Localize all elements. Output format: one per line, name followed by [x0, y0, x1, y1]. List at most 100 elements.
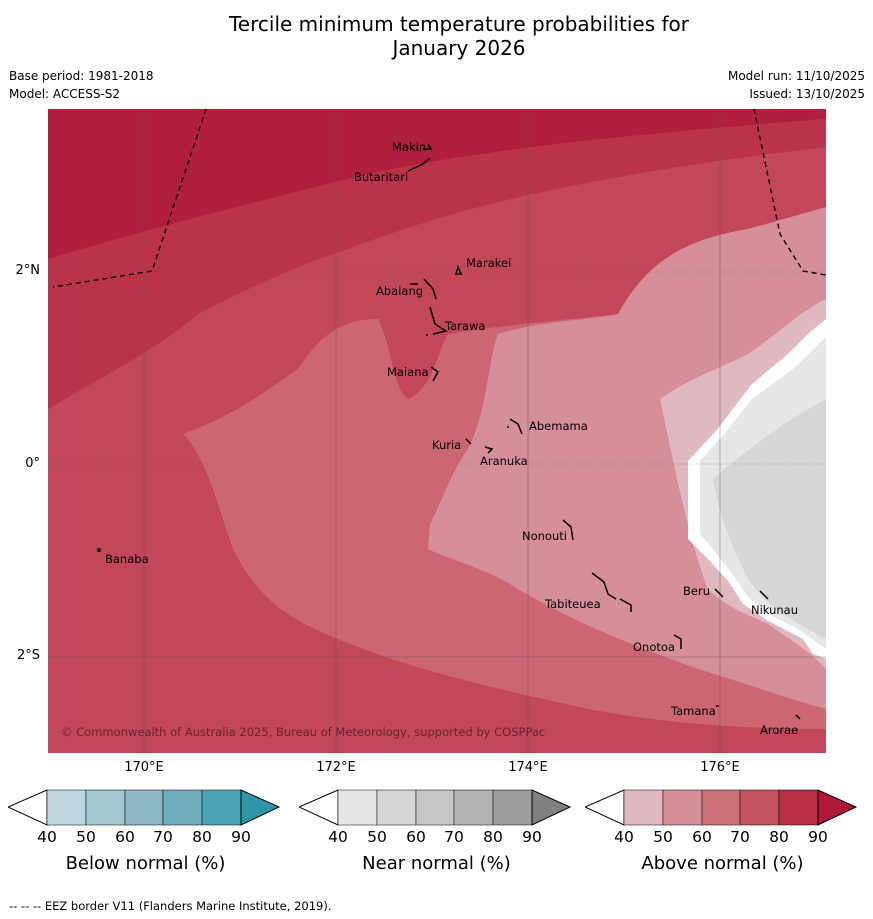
title-line-1: Tercile minimum temperature probabilitie…	[228, 12, 690, 36]
colorbar-below	[6, 786, 283, 846]
base-period: Base period: 1981-2018	[9, 69, 154, 83]
above-swatch-50-60	[662, 789, 703, 826]
above-swatch-60-70	[701, 789, 741, 826]
island-tamana-arorae	[716, 705, 801, 720]
label-tarawa: Tarawa	[444, 319, 485, 333]
title-line-2: January 2026	[392, 36, 526, 60]
above-tick-90: 90	[808, 828, 828, 846]
below-swatch-40-50	[46, 789, 87, 826]
label-beru: Beru	[683, 584, 710, 598]
band-near-50	[713, 399, 826, 639]
near-swatch-90	[531, 789, 572, 826]
x-label-176e: 176°E	[700, 760, 740, 775]
above-swatch-80-90	[778, 789, 819, 826]
label-nikunau: Nikunau	[751, 603, 798, 617]
y-label-0: 0°	[25, 456, 40, 471]
below-tick-40: 40	[37, 828, 57, 846]
below-swatch-50-60	[85, 789, 126, 826]
near-swatch-40-50	[337, 789, 378, 826]
label-tamana: Tamana	[670, 704, 716, 718]
below-normal-label: Below normal (%)	[65, 853, 226, 874]
colorbar-near	[297, 786, 574, 846]
y-label-2n: 2°N	[15, 263, 41, 278]
near-swatch-60-70	[415, 789, 455, 826]
label-abaiang: Abaiang	[376, 284, 423, 298]
meta-right: Model run: 11/10/2025 Issued: 13/10/2025	[728, 67, 865, 103]
model-run: Model run: 11/10/2025	[727, 69, 865, 83]
above-tick-80: 80	[769, 828, 789, 846]
y-label-2s: 2°S	[16, 648, 40, 663]
island-marakei	[455, 264, 463, 275]
x-label-174e: 174°E	[508, 760, 548, 775]
meta-left: Base period: 1981-2018 Model: ACCESS-S2	[9, 67, 154, 103]
below-tick-60: 60	[115, 828, 135, 846]
below-tick-90: 90	[231, 828, 251, 846]
above-normal-label: Above normal (%)	[641, 853, 804, 874]
label-arorae: Arorae	[760, 723, 798, 737]
colorbar-below-svg	[6, 789, 281, 826]
above-tick-50: 50	[653, 828, 673, 846]
label-banaba: Banaba	[105, 552, 149, 566]
near-tick-60: 60	[406, 828, 426, 846]
island-maiana	[430, 366, 439, 382]
near-swatch-50-60	[376, 789, 417, 826]
near-swatch-70-80	[453, 789, 494, 826]
label-makin: Makin	[392, 140, 426, 154]
label-aranuka: Aranuka	[480, 454, 528, 468]
near-tick-90: 90	[522, 828, 542, 846]
label-marakei: Marakei	[466, 256, 511, 270]
island-nonouti	[562, 519, 574, 541]
below-tick-50: 50	[76, 828, 96, 846]
colorbar-above	[583, 786, 860, 846]
issued-date: Issued: 13/10/2025	[749, 87, 865, 101]
above-tick-70: 70	[730, 828, 750, 846]
island-beru-nikunau	[714, 588, 769, 600]
x-label-170e: 170°E	[124, 760, 164, 775]
eez-footnote: -- -- -- EEZ border V11 (Flanders Marine…	[9, 899, 332, 913]
below-swatch-80-90	[201, 789, 242, 826]
label-kuria: Kuria	[432, 438, 461, 452]
islands	[97, 143, 801, 720]
near-tick-50: 50	[367, 828, 387, 846]
above-swatch-90	[817, 789, 858, 826]
below-swatch-60-70	[124, 789, 164, 826]
near-tick-70: 70	[444, 828, 464, 846]
island-abaiang	[410, 278, 437, 300]
chart-title: Tercile minimum temperature probabilitie…	[0, 12, 873, 60]
above-swatch-40-50	[623, 789, 664, 826]
label-abemama: Abemama	[529, 419, 588, 433]
label-nonouti: Nonouti	[522, 529, 567, 543]
below-swatch-70-80	[162, 789, 203, 826]
island-makin-butaritari	[407, 143, 433, 172]
label-tabiteuea: Tabiteuea	[544, 597, 601, 611]
below-tick-70: 70	[153, 828, 173, 846]
model-name: Model: ACCESS-S2	[9, 87, 121, 101]
island-tabiteuea	[591, 572, 632, 612]
grid-lines	[48, 109, 826, 753]
eez-border	[52, 109, 826, 288]
x-label-172e: 172°E	[316, 760, 356, 775]
below-swatch-90	[240, 789, 281, 826]
label-butaritari: Butaritari	[354, 170, 408, 184]
above-tick-60: 60	[692, 828, 712, 846]
band-above-90	[48, 109, 826, 259]
label-onotoa: Onotoa	[633, 640, 675, 654]
near-tick-80: 80	[483, 828, 503, 846]
map-svg: Makin Butaritari Marakei Abaiang Tarawa …	[48, 109, 826, 753]
near-normal-label: Near normal (%)	[362, 853, 511, 874]
colorbar-near-svg	[297, 789, 572, 826]
island-onotoa	[673, 634, 682, 649]
map-panel[interactable]: Makin Butaritari Marakei Abaiang Tarawa …	[48, 109, 826, 753]
colorbar-above-svg	[583, 789, 858, 826]
island-banaba	[97, 548, 101, 552]
above-tick-40: 40	[614, 828, 634, 846]
island-kuria-aranuka	[465, 438, 494, 454]
near-swatch-80-90	[492, 789, 533, 826]
island-tarawa	[426, 306, 448, 336]
below-tick-80: 80	[192, 828, 212, 846]
place-labels: Makin Butaritari Marakei Abaiang Tarawa …	[105, 140, 798, 737]
copyright-text: © Commonwealth of Australia 2025, Bureau…	[61, 725, 545, 739]
near-tick-40: 40	[328, 828, 348, 846]
island-abemama	[507, 418, 523, 435]
label-maiana: Maiana	[387, 365, 429, 379]
